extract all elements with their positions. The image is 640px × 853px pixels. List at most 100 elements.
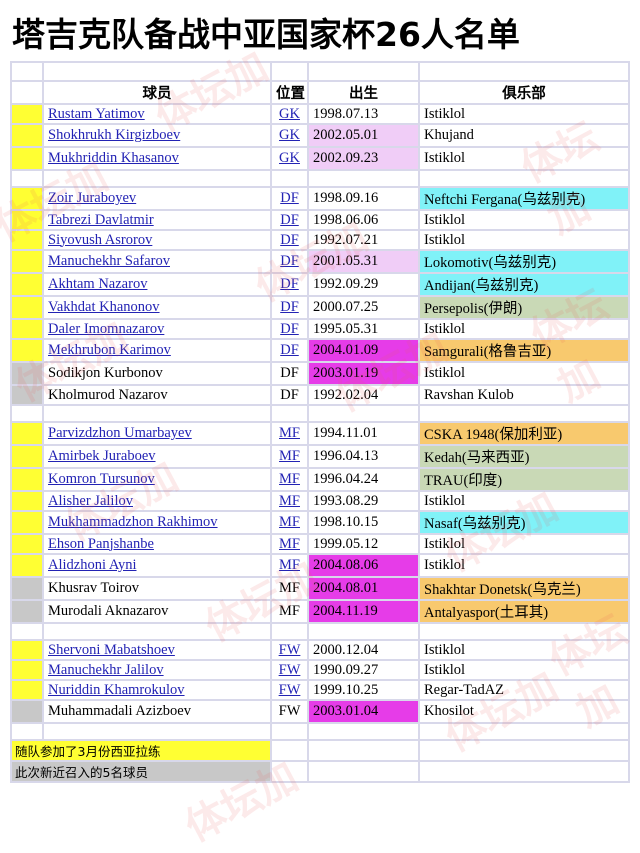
player-row: Siyovush Asrorov DF 1992.07.21 Istiklol xyxy=(10,229,630,251)
position-cell: MF xyxy=(270,444,309,469)
page-title: 塔吉克队备战中亚国家杯26人名单 xyxy=(12,15,520,54)
position-link[interactable]: GK xyxy=(279,127,300,143)
status-marker xyxy=(10,146,44,171)
birth-date-cell: 1993.08.29 xyxy=(307,490,420,512)
player-row: Alisher Jalilov MF 1993.08.29 Istiklol xyxy=(10,490,630,512)
club-cell: CSKA 1948(保加利亚) xyxy=(418,421,630,446)
player-link[interactable]: Alisher Jalilov xyxy=(48,492,133,509)
player-link[interactable]: Tabrezi Davlatmir xyxy=(48,211,154,228)
player-row: Daler Imomnazarov DF 1995.05.31 Istiklol xyxy=(10,318,630,340)
empty-cell xyxy=(10,404,44,423)
player-link[interactable]: Shervoni Mabatshoev xyxy=(48,641,175,658)
position-link[interactable]: DF xyxy=(280,190,299,206)
player-link[interactable]: Zoir Juraboyev xyxy=(48,190,137,206)
player-link[interactable]: Mekhrubon Karimov xyxy=(48,342,171,358)
player-row: Akhtam Nazarov DF 1992.09.29 Andijan(乌兹别克) xyxy=(10,272,630,297)
player-link[interactable]: Parvizdzhon Umarbayev xyxy=(48,425,192,441)
club-cell: Regar-TadAZ xyxy=(418,679,630,701)
player-link[interactable]: Amirbek Juraboev xyxy=(48,448,156,464)
player-link[interactable]: Nuriddin Khamrokulov xyxy=(48,681,185,698)
player-link[interactable]: Ehson Panjshanbe xyxy=(48,535,154,552)
player-row: Mukhriddin Khasanov GK 2002.09.23 Istiklol xyxy=(10,146,630,171)
status-marker xyxy=(10,209,44,231)
player-link[interactable]: Mukhammadzhon Rakhimov xyxy=(48,514,218,530)
birth-date-cell: 1996.04.13 xyxy=(307,444,420,469)
position-link[interactable]: GK xyxy=(279,105,300,122)
empty-cell xyxy=(270,760,309,783)
position-link[interactable]: DF xyxy=(280,253,299,269)
position-link[interactable]: DF xyxy=(280,299,299,315)
position-link[interactable]: MF xyxy=(279,535,300,552)
player-name-cell: Shervoni Mabatshoev xyxy=(42,639,272,661)
player-link[interactable]: Shokhrukh Kirgizboev xyxy=(48,127,181,143)
birth-date-cell: 2004.08.06 xyxy=(307,553,420,578)
club-cell: Persepolis(伊朗) xyxy=(418,295,630,320)
position-link[interactable]: MF xyxy=(279,448,300,464)
player-row: Amirbek Juraboev MF 1996.04.13 Kedah(马来西亚) xyxy=(10,444,630,469)
empty-cell xyxy=(307,739,420,762)
position-link[interactable]: DF xyxy=(280,231,299,248)
empty-cell xyxy=(42,404,272,423)
status-marker xyxy=(10,639,44,661)
position-link[interactable]: GK xyxy=(279,150,300,166)
position-link[interactable]: FW xyxy=(278,661,301,678)
position-cell: DF xyxy=(270,272,309,297)
empty-cell xyxy=(270,404,309,423)
player-name-cell: Siyovush Asrorov xyxy=(42,229,272,251)
separator-row xyxy=(10,622,630,641)
birth-date-cell: 1992.02.04 xyxy=(307,384,420,406)
birth-date-cell: 2002.05.01 xyxy=(307,123,420,148)
player-link[interactable]: Akhtam Nazarov xyxy=(48,276,148,292)
player-name-cell: Parvizdzhon Umarbayev xyxy=(42,421,272,446)
birth-header: 出生 xyxy=(307,80,420,105)
player-link[interactable]: Komron Tursunov xyxy=(48,471,155,487)
club-cell: Khujand xyxy=(418,123,630,148)
empty-cell xyxy=(418,722,630,741)
position-link[interactable]: MF xyxy=(279,471,300,487)
birth-date-cell: 1994.11.01 xyxy=(307,421,420,446)
player-link[interactable]: Mukhriddin Khasanov xyxy=(48,150,179,166)
player-link[interactable]: Siyovush Asrorov xyxy=(48,231,153,248)
birth-date-cell: 1996.04.24 xyxy=(307,467,420,492)
position-link[interactable]: MF xyxy=(279,557,300,573)
birth-date-cell: 2004.11.19 xyxy=(307,599,420,624)
club-cell: Samgurali(格鲁吉亚) xyxy=(418,338,630,363)
player-link[interactable]: Manuchekhr Jalilov xyxy=(48,661,164,678)
position-cell: DF xyxy=(270,384,309,406)
position-link[interactable]: DF xyxy=(280,320,299,337)
club-cell: Antalyaspor(土耳其) xyxy=(418,599,630,624)
player-name-cell: Ehson Panjshanbe xyxy=(42,533,272,555)
player-row: Mekhrubon Karimov DF 2004.01.09 Samgurali(格… xyxy=(10,338,630,363)
club-cell: Istiklol xyxy=(418,229,630,251)
position-link[interactable]: DF xyxy=(280,342,299,358)
position-link[interactable]: DF xyxy=(280,276,299,292)
club-cell: Neftchi Fergana(乌兹别克) xyxy=(418,186,630,211)
position-link[interactable]: DF xyxy=(280,211,299,228)
player-link[interactable]: Manuchekhr Safarov xyxy=(48,253,170,269)
empty-cell xyxy=(307,169,420,188)
birth-date-cell: 1998.09.16 xyxy=(307,186,420,211)
position-link[interactable]: MF xyxy=(279,425,300,441)
status-marker xyxy=(10,318,44,340)
birth-date-cell: 1998.10.15 xyxy=(307,510,420,535)
player-name-cell: Alidzhoni Ayni xyxy=(42,553,272,578)
club-cell: Istiklol xyxy=(418,209,630,231)
player-link[interactable]: Alidzhoni Ayni xyxy=(48,557,137,573)
position-link[interactable]: MF xyxy=(279,514,300,530)
player-row: Tabrezi Davlatmir DF 1998.06.06 Istiklol xyxy=(10,209,630,231)
player-link[interactable]: Vakhdat Khanonov xyxy=(48,299,160,315)
empty-cell xyxy=(307,760,420,783)
empty-cell xyxy=(418,622,630,641)
player-row: Mukhammadzhon Rakhimov MF 1998.10.15 Nasaf(… xyxy=(10,510,630,535)
status-marker xyxy=(10,384,44,406)
position-link[interactable]: FW xyxy=(278,641,301,658)
player-link[interactable]: Daler Imomnazarov xyxy=(48,320,165,337)
status-marker xyxy=(10,338,44,363)
player-link[interactable]: Rustam Yatimov xyxy=(48,105,145,122)
position-link[interactable]: FW xyxy=(278,681,301,698)
status-marker xyxy=(10,490,44,512)
player-name-cell: Akhtam Nazarov xyxy=(42,272,272,297)
position-link[interactable]: MF xyxy=(279,492,300,509)
player-row: Shokhrukh Kirgizboev GK 2002.05.01 Khujand xyxy=(10,123,630,148)
club-cell: Kedah(马来西亚) xyxy=(418,444,630,469)
